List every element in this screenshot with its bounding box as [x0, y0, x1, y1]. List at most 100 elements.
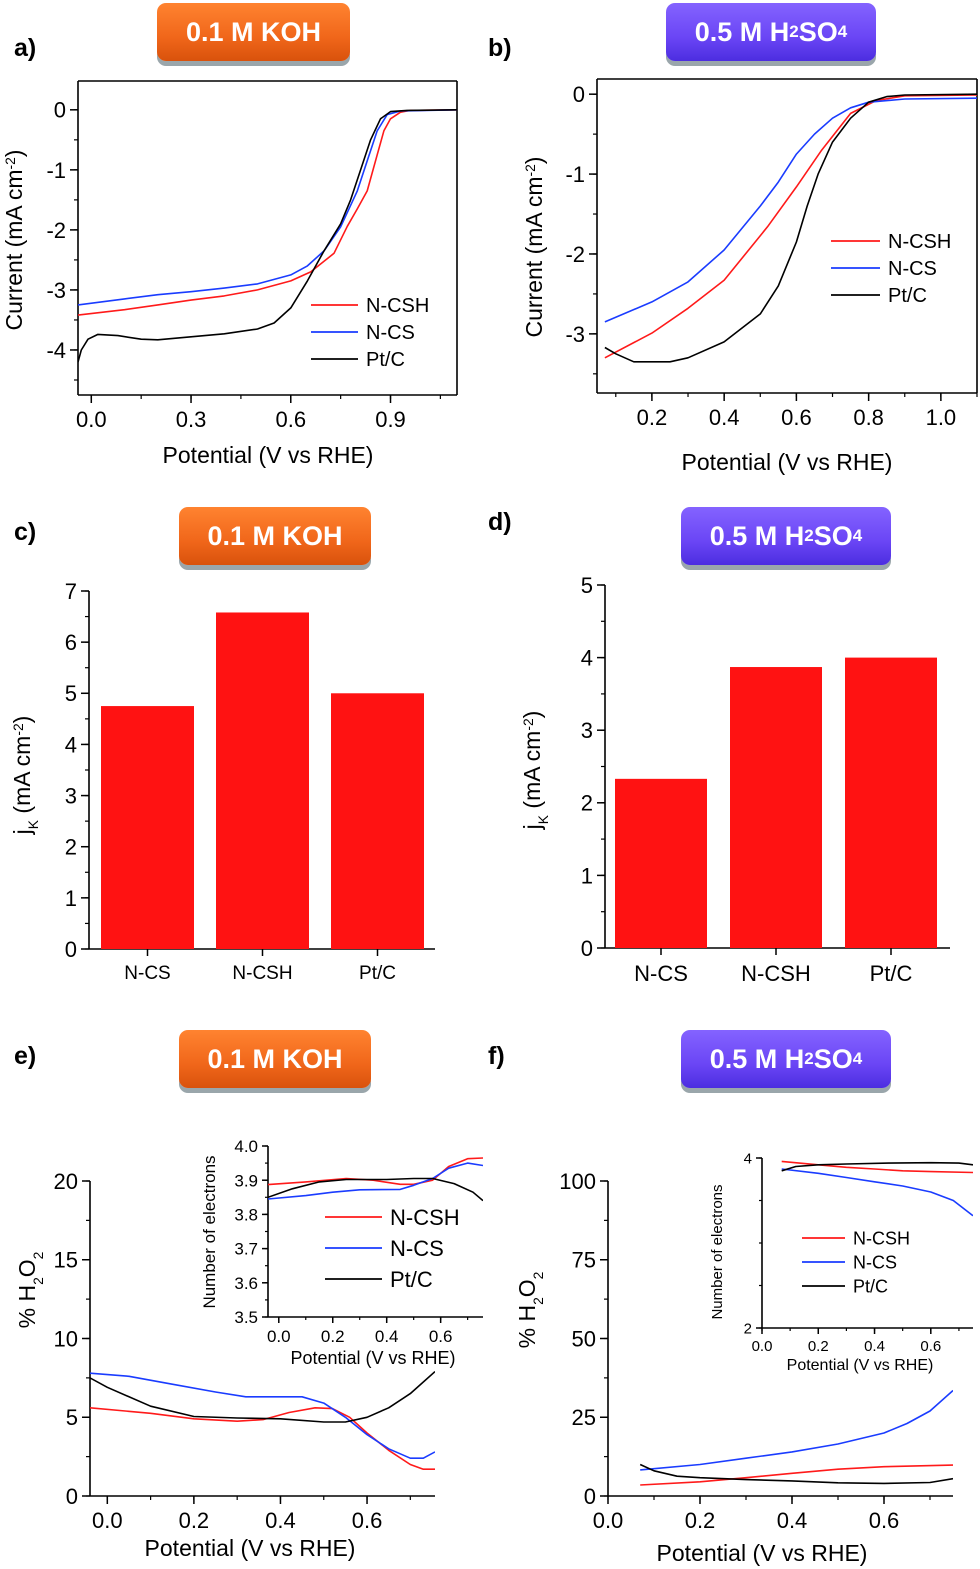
badge-text: 0.5 M H [694, 16, 790, 47]
x-tick-label: 0.6 [429, 1327, 453, 1346]
label-part: ) [519, 711, 545, 719]
panel-label-e: e) [14, 1042, 37, 1070]
x-tick-label: 0.6 [352, 1508, 383, 1533]
x-axis-label: Potential (V vs RHE) [682, 449, 893, 475]
x-axis-label: Potential (V vs RHE) [145, 1535, 356, 1561]
x-tick-label: 0.9 [375, 407, 406, 432]
x-axis-label: Potential (V vs RHE) [787, 1357, 934, 1374]
label-part: j [9, 829, 35, 835]
x-tick-label: 0.4 [864, 1338, 885, 1355]
legend-label: N-CSH [853, 1228, 910, 1248]
label-part: Number of electrons [709, 1184, 726, 1319]
y-tick-label: -3 [565, 322, 585, 347]
badge-text: 0.1 M KOH [207, 1043, 343, 1074]
legend-label: Pt/C [888, 285, 927, 307]
badge-text: 0.1 M KOH [207, 520, 343, 551]
y-tick-label: -2 [46, 218, 66, 243]
bar-Pt/C [845, 657, 937, 948]
label-part: Potential (V vs RHE) [682, 449, 893, 475]
y-tick-label: 0 [573, 82, 585, 107]
y-tick-label: 3 [65, 783, 77, 808]
y-axis-label: Current (mA cm-2) [521, 157, 547, 338]
label-part: O [514, 1279, 540, 1297]
y-tick-label: 50 [572, 1326, 596, 1351]
label-part: Potential (V vs RHE) [657, 1540, 868, 1566]
category-label: N-CSH [232, 963, 292, 984]
series-line-N-CS [90, 1372, 435, 1459]
series-line-N-CSH [604, 94, 977, 359]
y-tick-label: 3.9 [234, 1171, 258, 1190]
label-part: -2 [523, 164, 538, 176]
badge-subscript: 2 [804, 1049, 814, 1068]
label-part: (mA cm [519, 731, 545, 815]
chart-f-inset: 2 4 0.0 0.2 0.4 0.6 N-CSH N-CS Pt/C Potential (V … [709, 1150, 973, 1374]
badge-subscript: 2 [804, 526, 814, 545]
category-label: Pt/C [870, 961, 913, 986]
label-part: Potential (V vs RHE) [290, 1348, 455, 1368]
label-part: ) [1, 150, 27, 158]
panel-label-c: c) [14, 518, 37, 546]
badge-subscript: 4 [837, 22, 848, 41]
bar-Pt/C [331, 693, 424, 949]
legend-label: N-CS [888, 258, 937, 280]
y-tick-label: 4 [581, 646, 593, 671]
x-tick-label: 0.0 [593, 1508, 624, 1533]
y-tick-label: 7 [65, 579, 77, 604]
legend-label: N-CS [390, 1236, 444, 1261]
series-line-N-CS [78, 109, 457, 306]
x-axis-label: Potential (V vs RHE) [163, 442, 374, 468]
x-tick-label: 0.2 [685, 1508, 716, 1533]
y-axis-label: % H2O2 [14, 1252, 46, 1329]
series-line-N-CS [640, 1389, 953, 1471]
label-part: 2 [531, 1297, 546, 1305]
label-part: j [519, 824, 545, 830]
series-line-N-CSH [90, 1407, 435, 1470]
badge-subscript: 4 [852, 526, 863, 545]
chart-a: 0 -1 -2 -3 -4 0.0 0.3 0.6 0.9 N-CSH N-CS Pt/C Potent… [1, 80, 458, 468]
chart-c: 0 1 2 3 4 5 6 7 N-CS N-CSH Pt/C jK (mA cm-2) [9, 579, 435, 984]
x-tick-label: 0.4 [375, 1327, 399, 1346]
series-line-N-CS [268, 1162, 483, 1200]
x-tick-label: 0.3 [176, 407, 207, 432]
label-part: O [14, 1259, 40, 1277]
label-part: Number of electrons [200, 1155, 219, 1308]
x-tick-label: 0.2 [321, 1327, 345, 1346]
series-line-Pt/C [781, 1161, 973, 1172]
y-tick-label: 10 [54, 1326, 78, 1351]
chart-e-inset: 3.5 3.6 3.7 3.8 3.9 4.0 0.0 0.2 0.4 0.6 N-CSH N-CS P… [200, 1137, 483, 1368]
y-tick-label: 1 [581, 863, 593, 888]
x-axis-label: Potential (V vs RHE) [657, 1540, 868, 1566]
badge-text: 0.5 M H [709, 520, 805, 551]
x-tick-label: 0.4 [777, 1508, 808, 1533]
badge-text: 0.5 M H [709, 1043, 805, 1074]
y-tick-label: -4 [46, 338, 66, 363]
y-tick-label: 0 [584, 1484, 596, 1509]
bar-N-CSH [216, 612, 309, 949]
label-part: Current (mA cm [1, 169, 27, 330]
legend-label: N-CSH [390, 1205, 460, 1230]
label-part: ) [521, 157, 547, 165]
x-tick-label: 0.8 [853, 405, 884, 430]
category-label: N-CS [634, 961, 688, 986]
series-line-Pt/C [268, 1177, 483, 1202]
y-axis-label: Number of electrons [200, 1155, 219, 1308]
y-tick-label: 1 [65, 886, 77, 911]
electrolyte-badge-e: 0.1 M KOH [179, 1030, 371, 1088]
x-tick-label: 0.6 [275, 407, 306, 432]
y-tick-label: 4.0 [234, 1137, 258, 1156]
y-axis-label: jK (mA cm-2) [519, 711, 551, 831]
y-tick-label: 0 [581, 936, 593, 961]
x-tick-label: 0.4 [265, 1508, 296, 1533]
label-part: Potential (V vs RHE) [787, 1357, 934, 1374]
y-axis-label: Number of electrons [709, 1184, 726, 1319]
series-line-Pt/C [604, 93, 977, 363]
y-tick-label: 3.7 [234, 1240, 258, 1259]
label-part: (mA cm [9, 736, 35, 820]
y-tick-label: 2 [581, 791, 593, 816]
panel-label-a: a) [14, 34, 37, 62]
panel-label-b: b) [488, 34, 512, 62]
y-tick-label: 6 [65, 630, 77, 655]
legend-label: N-CSH [888, 231, 951, 253]
label-part: ) [9, 716, 35, 724]
